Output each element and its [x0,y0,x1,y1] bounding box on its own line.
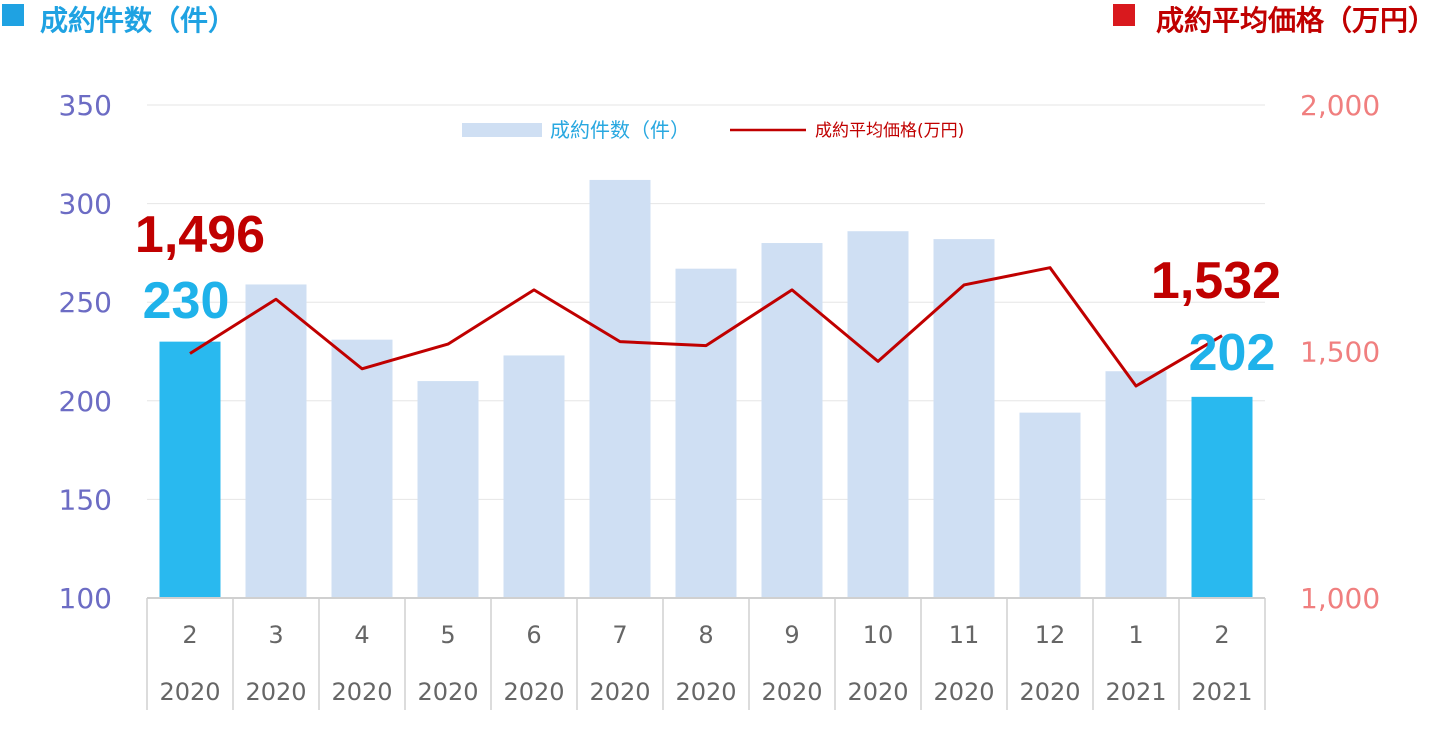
right-tick-label: 1,500 [1300,336,1380,369]
year-tick-label: 2020 [761,678,822,706]
bar-2020-10 [847,231,909,598]
legend-bar-swatch [462,123,542,137]
left-tick-label: 250 [59,286,112,319]
year-tick-label: 2020 [503,678,564,706]
year-tick-label: 2020 [245,678,306,706]
month-tick-label: 5 [440,621,455,649]
bar-2020-9 [761,243,823,599]
left-header-square [2,4,24,26]
left-tick-label: 100 [59,582,112,615]
bar-2020-5 [417,381,479,598]
month-tick-label: 3 [268,621,283,649]
year-tick-label: 2020 [331,678,392,706]
bar-2020-11 [933,239,995,598]
bar-2020-4 [331,339,393,598]
bar-2020-8 [675,268,737,598]
bar-2020-2 [159,341,221,598]
first-price-label: 1,496 [135,206,265,264]
bar-2020-7 [589,179,651,598]
year-tick-label: 2020 [159,678,220,706]
month-tick-label: 11 [949,621,980,649]
left-tick-label: 200 [59,385,112,418]
left-tick-label: 300 [59,188,112,221]
bar-2020-6 [503,355,565,598]
year-tick-label: 2020 [417,678,478,706]
year-tick-label: 2021 [1191,678,1252,706]
right-header-square [1113,4,1135,26]
month-tick-label: 2 [182,621,197,649]
year-tick-label: 2020 [847,678,908,706]
month-tick-label: 8 [698,621,713,649]
legend-line-label: 成約平均価格(万円) [815,121,964,141]
month-tick-label: 1 [1128,621,1143,649]
left-tick-label: 150 [59,483,112,516]
right-tick-label: 1,000 [1300,582,1380,615]
bar-2021-2 [1191,396,1253,598]
year-tick-label: 2020 [589,678,650,706]
right-axis-header: 成約平均価格（万円） [1156,4,1436,37]
year-tick-label: 2020 [1019,678,1080,706]
month-tick-label: 12 [1035,621,1066,649]
bar-2021-1 [1105,371,1167,598]
month-tick-label: 10 [863,621,894,649]
month-tick-label: 4 [354,621,369,649]
last-price-label: 1,532 [1151,252,1281,310]
bar-2020-12 [1019,412,1081,598]
last-count-label: 202 [1189,324,1276,382]
right-tick-label: 2,000 [1300,89,1380,122]
year-tick-label: 2020 [675,678,736,706]
month-tick-label: 7 [612,621,627,649]
year-tick-label: 2021 [1105,678,1166,706]
bar-2020-3 [245,284,307,598]
legend-bar-label: 成約件数（件） [550,118,690,142]
first-count-label: 230 [143,272,230,330]
month-tick-label: 2 [1214,621,1229,649]
left-tick-label: 350 [59,89,112,122]
month-tick-label: 9 [784,621,799,649]
year-tick-label: 2020 [933,678,994,706]
month-tick-label: 6 [526,621,541,649]
left-axis-header: 成約件数（件） [40,4,236,37]
